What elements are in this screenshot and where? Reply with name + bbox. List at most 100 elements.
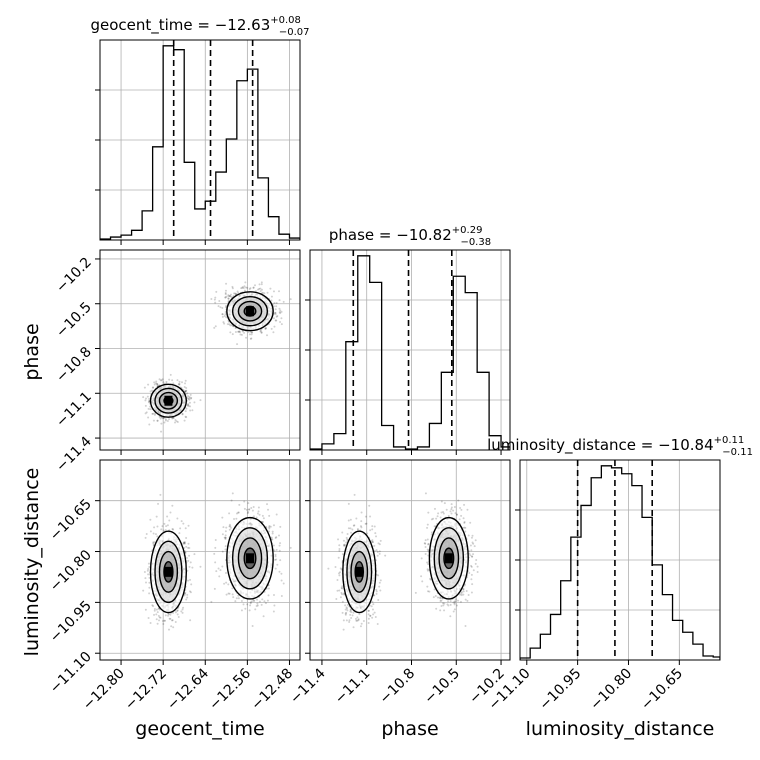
scatter-point	[223, 322, 226, 325]
scatter-point	[163, 522, 166, 525]
scatter-point	[245, 336, 248, 339]
scatter-point	[227, 294, 230, 297]
scatter-point	[171, 528, 174, 531]
scatter-point	[188, 398, 191, 401]
scatter-point	[149, 622, 152, 625]
scatter-point	[187, 546, 190, 549]
scatter-point	[243, 507, 246, 510]
scatter-point	[273, 604, 276, 607]
scatter-point	[142, 589, 145, 592]
scatter-point	[168, 628, 171, 631]
scatter-point	[235, 512, 238, 515]
scatter-point	[165, 525, 168, 528]
scatter-point	[156, 525, 159, 528]
scatter-point	[187, 524, 190, 527]
scatter-point	[162, 622, 165, 625]
scatter-point	[145, 411, 148, 414]
scatter-point	[147, 573, 150, 576]
scatter-point	[184, 382, 187, 385]
scatter-point	[470, 591, 473, 594]
scatter-point	[235, 517, 238, 520]
scatter-point	[262, 517, 265, 520]
scatter-point	[459, 600, 462, 603]
scatter-point	[178, 380, 181, 383]
scatter-point	[170, 619, 173, 622]
scatter-point	[224, 296, 227, 299]
scatter-point	[230, 324, 233, 327]
scatter-point	[184, 379, 187, 382]
scatter-point	[186, 392, 189, 395]
scatter-point	[276, 315, 279, 318]
scatter-point	[250, 506, 253, 509]
scatter-point	[257, 510, 260, 513]
title-minus: −0.38	[460, 237, 491, 248]
scatter-point	[183, 542, 186, 545]
scatter-point	[164, 614, 167, 617]
scatter-point	[169, 511, 172, 514]
scatter-point	[227, 592, 230, 595]
scatter-point	[156, 622, 159, 625]
scatter-point	[161, 378, 164, 381]
scatter-point	[171, 417, 174, 420]
scatter-point	[275, 319, 278, 322]
scatter-point	[176, 517, 179, 520]
scatter-point	[280, 310, 283, 313]
scatter-point	[230, 295, 233, 298]
scatter-point	[183, 385, 186, 388]
panel-body	[310, 460, 510, 660]
scatter-point	[338, 544, 341, 547]
scatter-point	[263, 600, 266, 603]
scatter-point	[152, 419, 155, 422]
scatter-point	[210, 298, 213, 301]
x-tick-label: −12.64	[164, 665, 212, 713]
scatter-point	[264, 327, 267, 330]
scatter-point	[351, 528, 354, 531]
scatter-point	[162, 381, 165, 384]
panel-luminosity-distance-vs-phase: −11.4 −11.1 −10.8 −10.5 −10.2	[287, 459, 511, 707]
scatter-point	[152, 386, 155, 389]
scatter-point	[241, 330, 244, 333]
scatter-point	[228, 295, 231, 298]
scatter-point	[228, 528, 231, 531]
scatter-point	[187, 579, 190, 582]
scatter-point	[225, 304, 228, 307]
scatter-point	[152, 532, 155, 535]
scatter-point	[182, 522, 185, 525]
scatter-point	[183, 419, 186, 422]
scatter-point	[159, 493, 162, 496]
scatter-point	[161, 619, 164, 622]
scatter-point	[449, 603, 452, 606]
scatter-point	[225, 593, 228, 596]
scatter-point	[454, 598, 457, 601]
scatter-point	[460, 514, 463, 517]
scatter-point	[193, 553, 196, 556]
scatter-point	[155, 515, 158, 518]
scatter-point	[190, 396, 193, 399]
histogram-step-phase	[310, 255, 510, 450]
scatter-point	[185, 389, 188, 392]
scatter-point	[344, 604, 347, 607]
scatter-point	[234, 330, 237, 333]
scatter-point	[227, 583, 230, 586]
scatter-point	[179, 527, 182, 530]
scatter-point	[152, 541, 155, 544]
x-tick-label: −12.80	[80, 666, 128, 714]
scatter-point	[237, 330, 240, 333]
scatter-point	[228, 592, 231, 595]
scatter-point	[224, 536, 227, 539]
scatter-point	[147, 562, 150, 565]
scatter-point	[224, 530, 227, 533]
scatter-point	[147, 383, 150, 386]
scatter-point	[176, 613, 179, 616]
scatter-point	[153, 541, 156, 544]
scatter-point	[215, 570, 218, 573]
scatter-point	[249, 602, 252, 605]
scatter-point	[186, 596, 189, 599]
scatter-point	[280, 572, 283, 575]
scatter-point	[225, 282, 228, 285]
scatter-point	[251, 331, 254, 334]
scatter-point	[156, 611, 159, 614]
scatter-point	[277, 534, 280, 537]
scatter-point	[169, 373, 172, 376]
scatter-point	[271, 532, 274, 535]
